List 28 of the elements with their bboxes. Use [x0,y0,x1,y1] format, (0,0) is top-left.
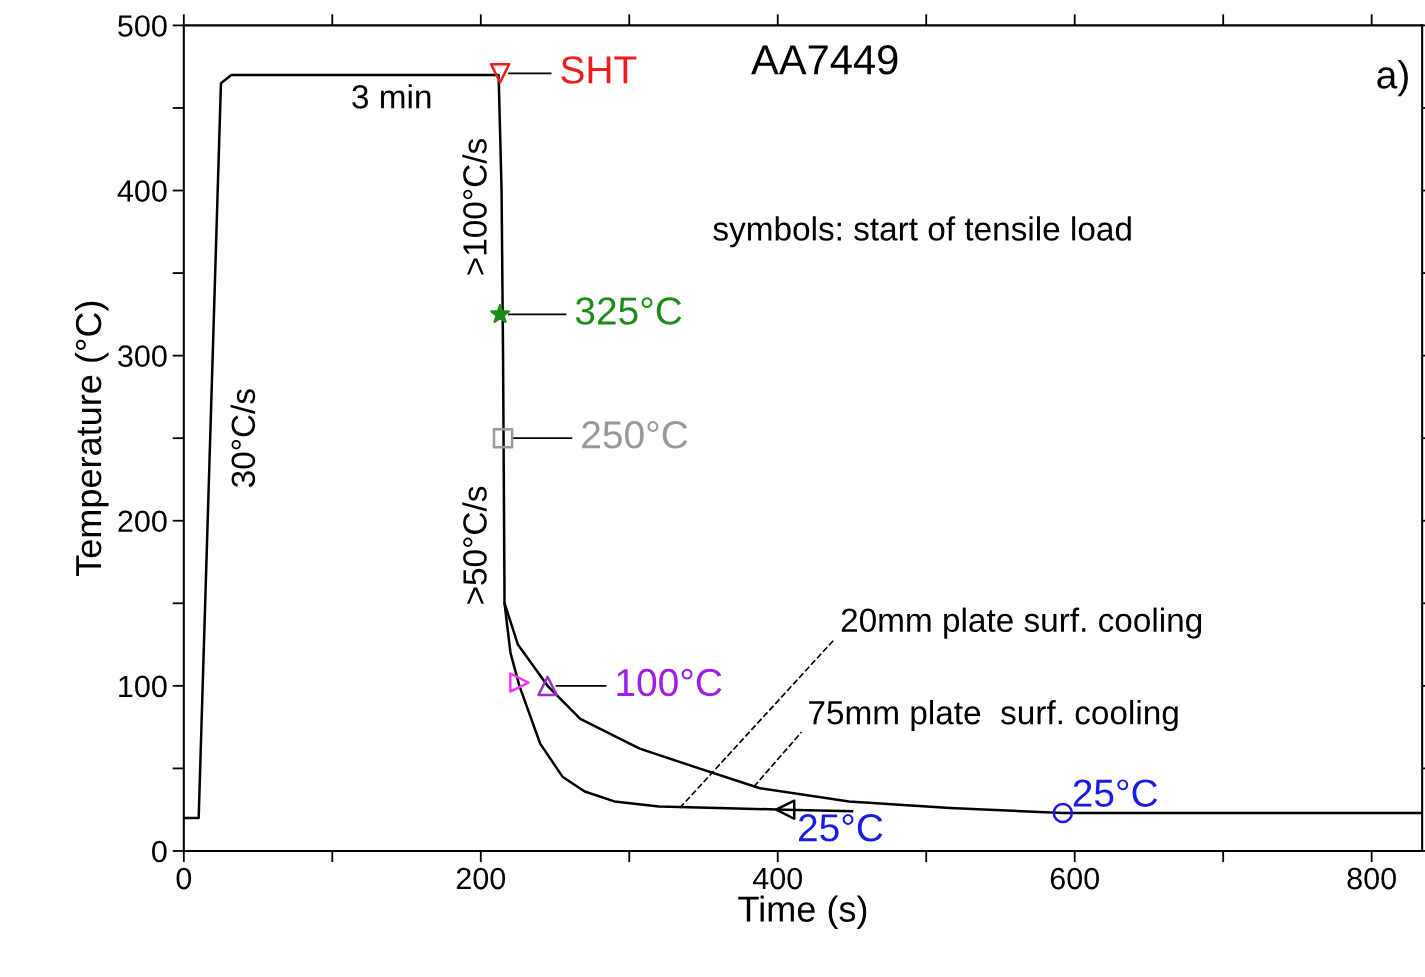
annotation: SHT [561,56,637,84]
y-tick-label: 0 [152,840,167,863]
annotation: >100°C/s [462,139,487,275]
annotation: AA7449 [751,45,898,75]
annotation: 30°C/s [230,389,256,488]
annotation: >50°C/s [462,486,487,604]
y-axis-title: Temperature (°C) [74,301,109,577]
y-tick-label: 400 [117,180,167,202]
y-tick-label: 300 [118,345,167,367]
y-tick-label: 200 [118,510,167,533]
annotation: 25°C [799,814,883,842]
x-tick-label: 0 [176,867,192,890]
annotation: a) [1377,60,1408,97]
annotation: 325°C [575,297,682,325]
x-tick-label: 200 [456,867,506,890]
annotation: 250°C [582,421,688,449]
annotation: 100°C [617,668,722,697]
x-tick-label: 800 [1347,867,1396,890]
x-tick-label: 600 [1050,867,1099,890]
annotation: 75mm plate surf. cooling [809,700,1178,732]
x-axis-title: Time (s) [738,895,867,930]
y-tick-label: 500 [118,15,167,37]
annotation: 20mm plate surf. cooling [841,607,1202,639]
x-tick-label: 400 [752,867,803,890]
annotation: 25°C [1073,779,1158,807]
annotation: symbols: start of tensile load [713,216,1131,248]
y-tick-label: 100 [119,675,167,698]
annotation: 3 min [352,84,431,109]
